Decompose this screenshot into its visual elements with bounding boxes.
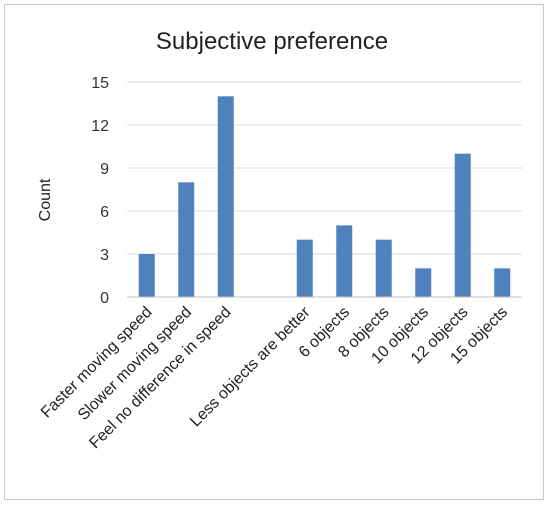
bar bbox=[217, 96, 234, 297]
bar bbox=[178, 182, 195, 297]
bar bbox=[415, 268, 432, 297]
bar bbox=[336, 225, 353, 297]
y-tick-label: 9 bbox=[100, 161, 109, 178]
y-tick-label: 12 bbox=[91, 118, 109, 135]
y-tick-label: 15 bbox=[91, 75, 109, 92]
chart-title: Subjective preference bbox=[156, 28, 388, 55]
chart-frame bbox=[4, 4, 544, 500]
bar bbox=[375, 239, 392, 297]
bar bbox=[138, 254, 155, 297]
bar bbox=[494, 268, 511, 297]
y-tick-label: 6 bbox=[100, 204, 109, 221]
y-axis-ticks: 0 3 6 9 12 15 bbox=[91, 75, 109, 307]
y-tick-label: 3 bbox=[100, 247, 109, 264]
bars bbox=[138, 96, 511, 297]
bar bbox=[296, 239, 313, 297]
y-axis-label: Count bbox=[37, 178, 54, 221]
bar bbox=[454, 153, 471, 297]
y-tick-label: 0 bbox=[100, 290, 109, 307]
